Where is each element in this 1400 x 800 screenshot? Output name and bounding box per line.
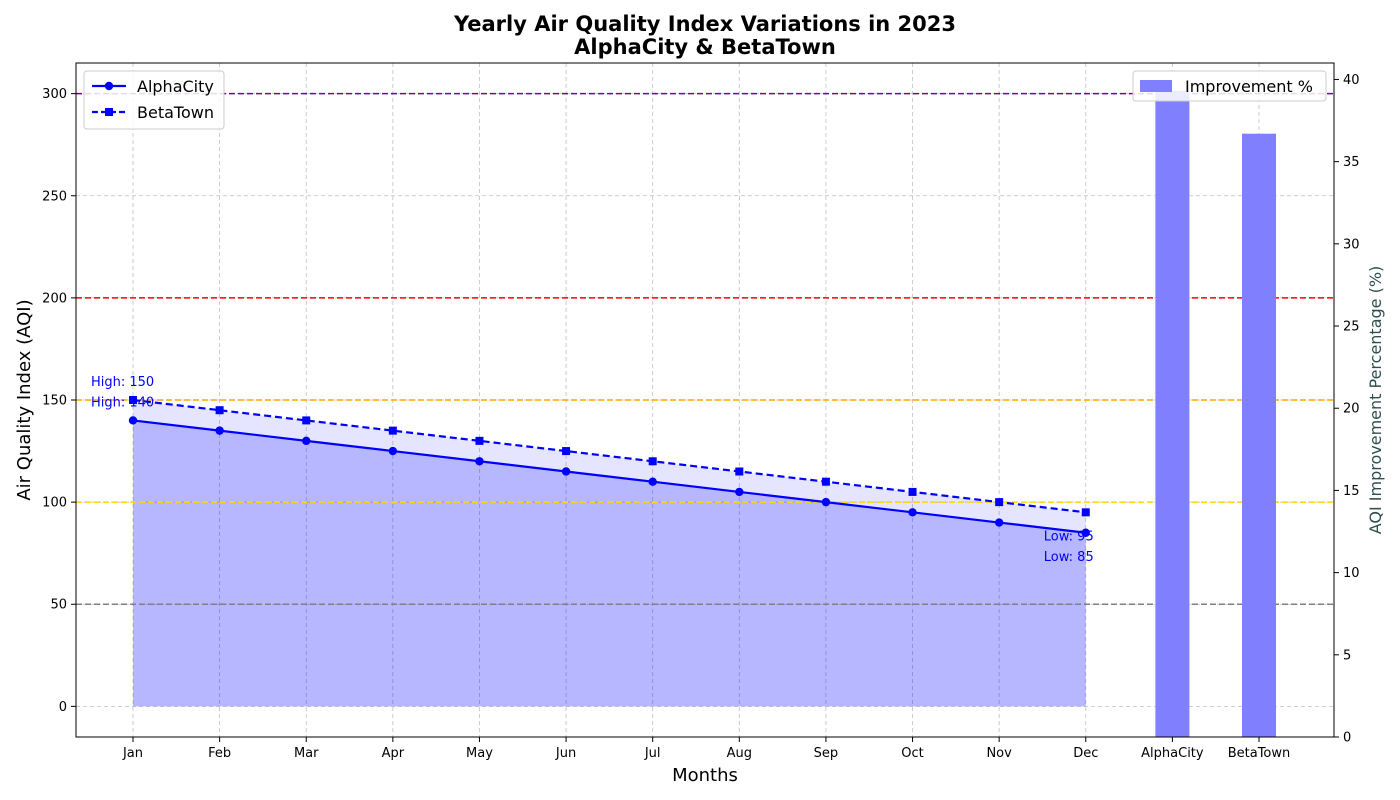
y2-tick-layer: 0 5 10 15 20 25 30 35 40 (1334, 73, 1360, 746)
area-fill-betatown (133, 400, 1086, 706)
series-1-point-11 (1082, 508, 1090, 516)
x-tick-layer: Jan Feb Mar Apr May Jun Jul Aug Sep Oct Nov Dec Alph… (122, 737, 1290, 761)
x-axis-label: Months (672, 765, 738, 786)
x-tick-label-5: Jun (555, 746, 576, 761)
y-tick-label-1: 50 (50, 598, 67, 613)
x-tick-label-4: May (466, 746, 493, 761)
series-0-point-0 (129, 416, 137, 424)
y2-tick-label-2: 10 (1343, 566, 1360, 581)
y2-tick-label-0: 0 (1343, 731, 1351, 746)
y-tick-label-3: 150 (42, 394, 67, 409)
chart-title-line1: Yearly Air Quality Index Variations in 2… (453, 12, 956, 36)
x-tick-label-7: Aug (727, 746, 752, 761)
bar-layer (1155, 91, 1276, 737)
x-tick-label-0: Jan (122, 746, 143, 761)
series-1-point-3 (389, 427, 397, 435)
y-tick-label-2: 100 (42, 496, 67, 511)
series-1-point-6 (649, 457, 657, 465)
series-1-point-9 (909, 488, 917, 496)
x-tick-label-11: Dec (1073, 746, 1098, 761)
bar-improvement-1 (1242, 134, 1276, 737)
legend-alphacity-marker (105, 82, 113, 90)
annotation-2: Low: 95 (1044, 529, 1094, 544)
x-tick-label-9: Oct (901, 746, 923, 761)
bar-improvement-0 (1155, 91, 1189, 737)
legend-betatown-label: BetaTown (137, 103, 214, 122)
series-0-point-9 (908, 508, 916, 516)
chart-title-line2: AlphaCity & BetaTown (574, 35, 836, 59)
series-0-point-3 (389, 447, 397, 455)
y2-tick-label-1: 5 (1343, 648, 1351, 663)
y-tick-label-6: 300 (42, 87, 67, 102)
y2-tick-label-7: 35 (1343, 155, 1360, 170)
series-1-point-5 (562, 447, 570, 455)
y-tick-layer: 0 50 100 150 200 250 300 (42, 87, 76, 715)
y2-tick-label-4: 20 (1343, 402, 1360, 417)
annotation-1: High: 140 (91, 395, 154, 410)
x-tick-label-2: Mar (294, 746, 319, 761)
legend-improvement-swatch (1140, 80, 1172, 92)
legend-improvement-label: Improvement % (1185, 77, 1313, 96)
series-1-point-2 (302, 416, 310, 424)
series-0-point-5 (562, 467, 570, 475)
series-1-point-4 (475, 437, 483, 445)
x-tick-label-3: Apr (382, 746, 405, 761)
series-0-point-4 (475, 457, 483, 465)
series-0-point-1 (215, 426, 223, 434)
annotation-0: High: 150 (91, 375, 154, 390)
x-tick-label-bar-1: BetaTown (1228, 746, 1291, 761)
series-0-point-7 (735, 488, 743, 496)
series-1-point-8 (822, 478, 830, 486)
legend-right: Improvement % (1133, 71, 1326, 101)
legend-alphacity-label: AlphaCity (137, 77, 214, 96)
series-1-point-10 (995, 498, 1003, 506)
x-tick-label-6: Jul (644, 746, 661, 761)
series-1-point-1 (216, 406, 224, 414)
series-0-point-6 (648, 477, 656, 485)
fill-layer (133, 400, 1086, 706)
y-tick-label-0: 0 (59, 700, 67, 715)
legend-left: AlphaCity BetaTown (84, 71, 224, 129)
y2-axis-label: AQI Improvement Percentage (%) (1366, 266, 1385, 535)
x-tick-label-bar-0: AlphaCity (1141, 746, 1204, 761)
x-tick-label-1: Feb (208, 746, 231, 761)
y2-tick-label-3: 15 (1343, 484, 1360, 499)
y2-tick-label-6: 30 (1343, 237, 1360, 252)
y2-tick-label-5: 25 (1343, 320, 1360, 335)
series-1-point-7 (735, 467, 743, 475)
y-axis-label: Air Quality Index (AQI) (14, 299, 35, 500)
y2-tick-label-8: 40 (1343, 73, 1360, 88)
x-tick-label-8: Sep (814, 746, 839, 761)
annotation-3: Low: 85 (1044, 550, 1094, 565)
series-0-point-2 (302, 437, 310, 445)
x-tick-label-10: Nov (986, 746, 1012, 761)
legend-betatown-marker (105, 108, 113, 116)
series-0-point-10 (995, 518, 1003, 526)
y-tick-label-5: 250 (42, 189, 67, 204)
series-0-point-8 (822, 498, 830, 506)
y-tick-label-4: 200 (42, 291, 67, 306)
